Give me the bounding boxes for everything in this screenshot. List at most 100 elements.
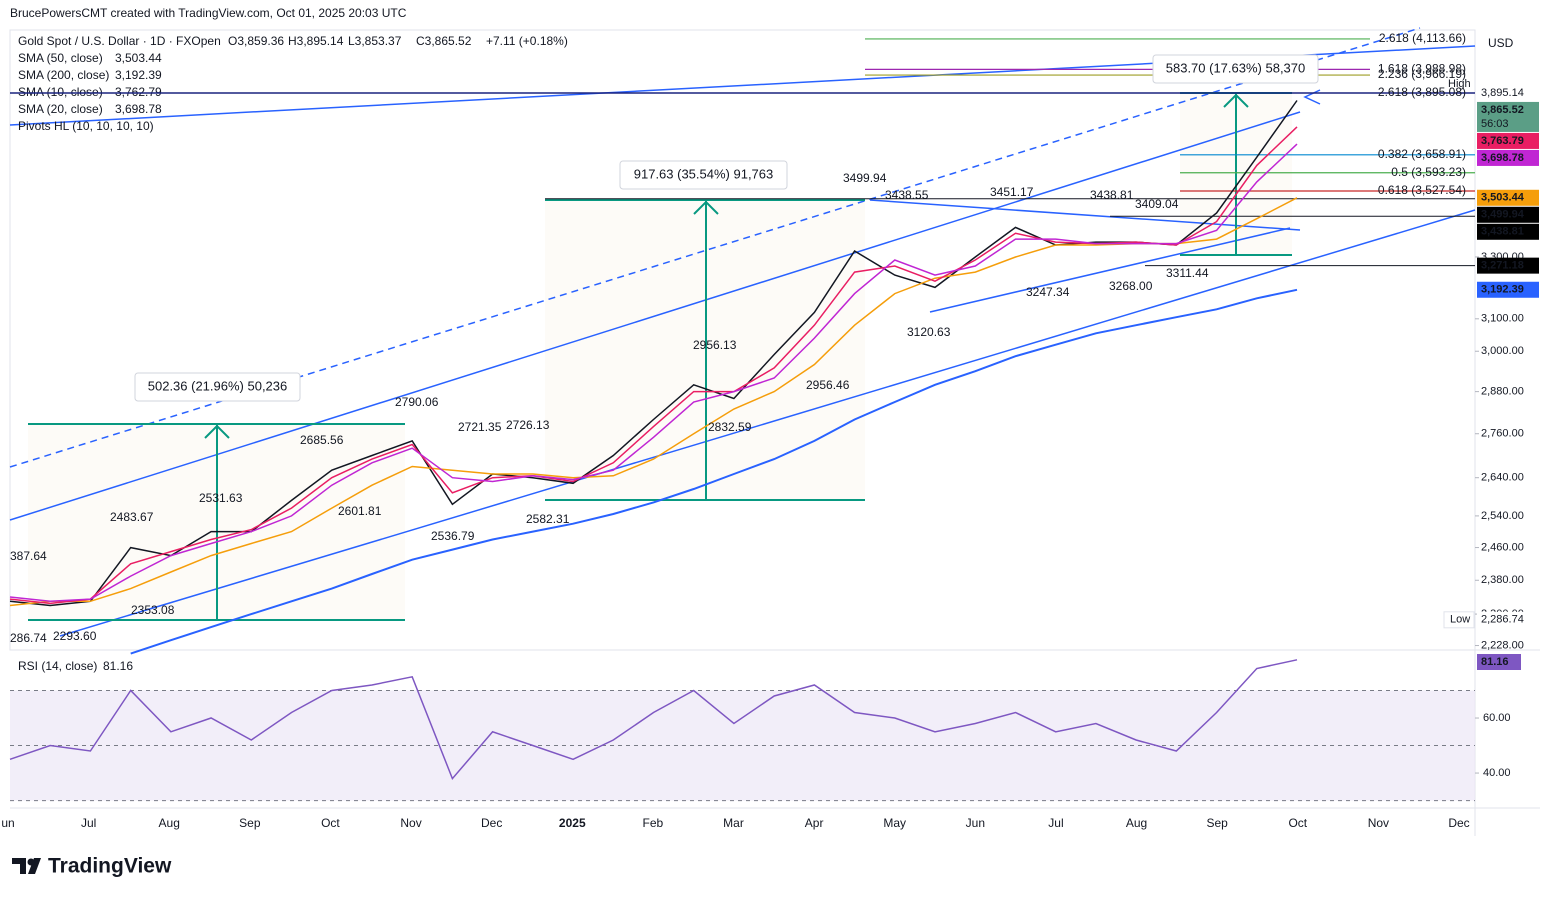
rsi-legend: RSI (14, close) xyxy=(18,659,97,673)
x-tick-label: Nov xyxy=(1368,816,1389,830)
fib-label: 1.618 (3,988.98) xyxy=(1378,62,1466,76)
y-tick-label: 2,228.00 xyxy=(1481,639,1524,651)
legend-entry: SMA (50, close) xyxy=(18,51,103,65)
measure-label: 502.36 (21.96%) 50,236 xyxy=(148,378,288,393)
x-tick-label: Feb xyxy=(643,816,664,830)
price-label-box xyxy=(1477,84,1539,101)
credit: BrucePowersCMT created with TradingView.… xyxy=(10,6,407,20)
x-tick-label: Jun xyxy=(966,816,985,830)
low-label: Low xyxy=(1450,614,1470,626)
price-label: 3,865.52 xyxy=(1481,104,1524,116)
y-tick-label: 2,760.00 xyxy=(1481,428,1524,440)
pivot-label: 2353.08 xyxy=(131,603,175,617)
pivot-label: 3120.63 xyxy=(907,325,951,339)
legend-entry: Pivots HL (10, 10, 10, 10) xyxy=(18,119,154,133)
legend-entry: SMA (20, close) xyxy=(18,102,103,116)
pivot-label: 2956.13 xyxy=(693,338,737,352)
ohlc-value: H3,895.14 xyxy=(288,34,344,48)
pivot-label: 2536.79 xyxy=(431,529,475,543)
rsi-band xyxy=(10,690,1475,801)
pivot-label: 2790.06 xyxy=(395,395,439,409)
x-tick-label: Mar xyxy=(723,816,744,830)
currency: USD xyxy=(1488,36,1514,50)
fib-label: 2.236 (3,966.19) xyxy=(1378,67,1466,81)
x-tick-label: Sep xyxy=(239,816,261,830)
pivot-label: 3451.17 xyxy=(990,185,1034,199)
price-label: 2,286.74 xyxy=(1481,614,1524,626)
x-tick-label: May xyxy=(883,816,906,830)
y-tick-label: 2,540.00 xyxy=(1481,510,1524,522)
trendline xyxy=(929,227,1291,313)
countdown: 56:03 xyxy=(1481,118,1509,130)
price-label-box xyxy=(1477,223,1539,240)
pivot-label: 387.64 xyxy=(10,549,47,563)
price-label: 3,271.18 xyxy=(1481,260,1524,272)
price-label: 3,192.39 xyxy=(1481,284,1524,296)
x-tick-label: Apr xyxy=(805,816,824,830)
price-label: 3,438.81 xyxy=(1481,226,1524,238)
x-tick-label: 2025 xyxy=(559,816,586,830)
y-tick-label: 3,100.00 xyxy=(1481,313,1524,325)
y-tick-label: 60.00 xyxy=(1483,712,1511,724)
rsi-label-box xyxy=(1477,654,1521,670)
x-tick-label: Nov xyxy=(400,816,421,830)
price-label-box xyxy=(1477,132,1539,149)
high-label: High xyxy=(1448,78,1471,90)
price-label-box xyxy=(1477,189,1539,206)
logo: TradingView xyxy=(12,855,172,878)
fib-label: 2.618 (4,113.66) xyxy=(1379,31,1466,45)
price-label-box xyxy=(1477,611,1539,628)
symbol: Gold Spot / U.S. Dollar · 1D · FXOpen xyxy=(18,34,221,48)
y-tick-label: 2,880.00 xyxy=(1481,386,1524,398)
logo-text: TradingView xyxy=(48,855,172,878)
pivot-label: 3268.00 xyxy=(1109,279,1153,293)
x-tick-label: un xyxy=(1,816,14,830)
measure-box xyxy=(619,160,788,190)
rsi-value: 81.16 xyxy=(103,659,133,673)
fib-label: 0.5 (3,593.23) xyxy=(1391,165,1466,179)
price-label-box xyxy=(1477,101,1539,132)
price-label: 3,763.79 xyxy=(1481,135,1524,147)
pivot-label: 2726.13 xyxy=(506,418,550,432)
measure-box xyxy=(1152,54,1319,84)
x-tick-label: Oct xyxy=(1288,816,1307,830)
y-tick-label: 2,460.00 xyxy=(1481,541,1524,553)
price-label-box xyxy=(1477,206,1539,223)
x-tick-label: Jul xyxy=(81,816,96,830)
measure-label: 583.70 (17.63%) 58,370 xyxy=(1166,60,1306,75)
legend-value: 3,762.79 xyxy=(115,85,162,99)
price-label-box xyxy=(1477,257,1539,274)
trendline xyxy=(59,209,1476,637)
x-tick-label: Jul xyxy=(1048,816,1063,830)
pivot-label: 3438.81 xyxy=(1090,188,1134,202)
arrow xyxy=(693,200,719,215)
fib-label: 0.382 (3,658.91) xyxy=(1378,147,1466,161)
trendline xyxy=(869,199,1301,231)
rsi-axis-label: 81.16 xyxy=(1481,656,1509,668)
sma-line xyxy=(130,288,1298,655)
pivot-label: 2685.56 xyxy=(300,433,344,447)
ohlc-value: +7.11 (+0.18%) xyxy=(486,34,568,48)
pivot-label: 3247.34 xyxy=(1026,285,1070,299)
fib-label: 2.618 (3,895.08) xyxy=(1378,85,1466,99)
arrow xyxy=(1223,93,1249,108)
measures xyxy=(28,92,1292,621)
y-tick-label: 3,000.00 xyxy=(1481,345,1524,357)
price-label: 3,499.94 xyxy=(1481,209,1525,221)
x-tick-label: Aug xyxy=(1126,816,1147,830)
measure-box xyxy=(134,372,301,402)
sma-line xyxy=(9,143,1298,603)
x-tick-label: Aug xyxy=(159,816,180,830)
ohlc-value: C3,865.52 xyxy=(416,34,472,48)
ohlc-value: O3,859.36 xyxy=(228,34,284,48)
pivot-label: 3409.04 xyxy=(1135,197,1179,211)
pivot-label: 2293.60 xyxy=(53,629,97,643)
legend-value: 3,698.78 xyxy=(115,102,162,116)
legend-entry: SMA (200, close) xyxy=(18,68,109,82)
rsi-line xyxy=(9,659,1298,781)
trendline xyxy=(9,111,1301,521)
y-tick-label: 2,380.00 xyxy=(1481,574,1524,586)
price-label: 3,503.44 xyxy=(1481,192,1525,204)
pivot-label: 2601.81 xyxy=(338,504,382,518)
